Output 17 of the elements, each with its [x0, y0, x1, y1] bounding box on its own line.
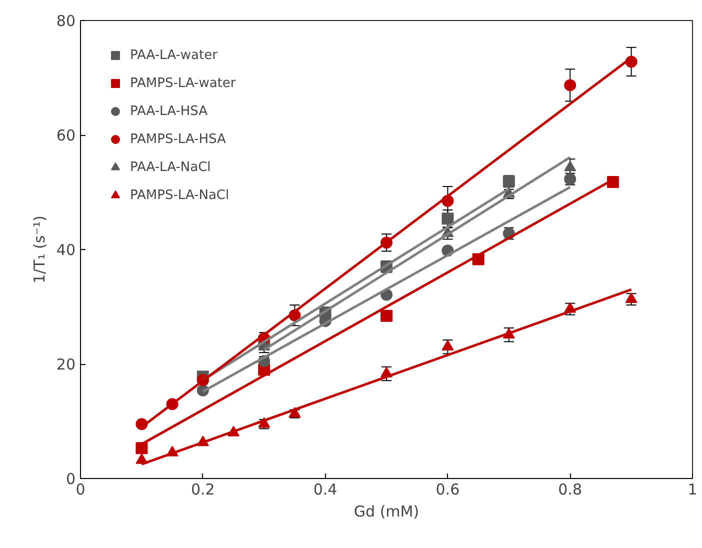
x-tick-label: 0.8	[558, 480, 582, 498]
x-tick-label: 0.2	[190, 480, 215, 498]
x-tick-label: 1	[688, 480, 698, 498]
x-tick-label: 0.4	[313, 480, 338, 498]
legend-label: PAMPS-LA-water	[130, 76, 236, 90]
x-tick-label: 0.6	[436, 480, 460, 498]
y-tick-label: 60	[56, 126, 76, 144]
legend-label: PAA-LA-NaCl	[130, 160, 211, 174]
y-tick-label: 20	[56, 356, 76, 374]
y-tick-label: 80	[56, 12, 76, 30]
x-axis-title: Gd (mM)	[354, 502, 420, 520]
legend-label: PAA-LA-water	[130, 48, 218, 62]
legend-label: PAA-LA-HSA	[130, 104, 208, 118]
legend-label: PAMPS-LA-NaCl	[130, 188, 230, 202]
y-tick-label: 40	[56, 241, 76, 259]
legend-label: PAMPS-LA-HSA	[130, 132, 226, 146]
y-axis-title: 1/T₁ (s⁻¹)	[30, 215, 48, 284]
